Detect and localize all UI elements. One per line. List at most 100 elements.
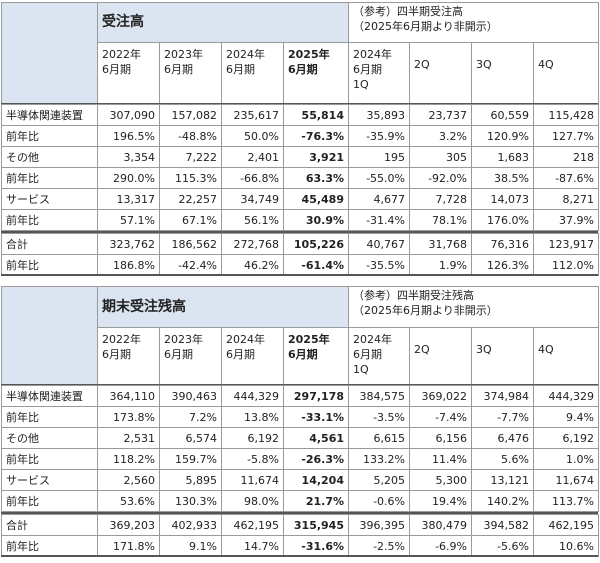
value-cell: 55,814: [283, 104, 349, 126]
text-line: 2023年: [164, 48, 203, 61]
value-cell: 380,479: [409, 514, 472, 536]
table-title: 受注高: [97, 2, 349, 43]
value-cell: 7,222: [159, 146, 222, 168]
text-line: 1Q: [353, 363, 369, 376]
text-line: 4Q: [538, 343, 554, 356]
table-title: 期末受注残高: [97, 286, 349, 328]
value-cell: -5.8%: [221, 448, 284, 470]
value-cell: 5,205: [348, 469, 410, 491]
value-cell: 315,945: [283, 514, 349, 536]
value-cell: 63.3%: [283, 167, 349, 189]
value-cell: -48.8%: [159, 125, 222, 147]
row-label: サービス: [1, 188, 98, 210]
value-cell: 3,354: [97, 146, 160, 168]
value-cell: 37.9%: [533, 209, 599, 231]
text-line: 2022年: [102, 48, 141, 61]
value-cell: 159.7%: [159, 448, 222, 470]
value-cell: 11.4%: [409, 448, 472, 470]
value-cell: -87.6%: [533, 167, 599, 189]
value-cell: 7.2%: [159, 406, 222, 428]
value-cell: 10.6%: [533, 535, 599, 557]
text-line: 2024年: [353, 48, 392, 61]
value-cell: 369,022: [409, 385, 472, 407]
value-cell: 5.6%: [471, 448, 534, 470]
value-cell: 118.2%: [97, 448, 160, 470]
value-cell: 4,561: [283, 427, 349, 449]
value-cell: -33.1%: [283, 406, 349, 428]
value-cell: 6,615: [348, 427, 410, 449]
text-line: （参考）四半期受注残高: [353, 289, 474, 302]
value-cell: 123,917: [533, 233, 599, 255]
value-cell: 105,226: [283, 233, 349, 255]
value-cell: 11,674: [533, 469, 599, 491]
value-cell: 56.1%: [221, 209, 284, 231]
value-cell: 112.0%: [533, 254, 599, 276]
value-cell: -35.5%: [348, 254, 410, 276]
value-cell: -3.5%: [348, 406, 410, 428]
text-line: 3Q: [476, 58, 492, 71]
value-cell: 113.7%: [533, 490, 599, 512]
text-line: 2024年: [226, 333, 265, 346]
row-label: 前年比: [1, 167, 98, 189]
text-line: 3Q: [476, 343, 492, 356]
value-cell: 290.0%: [97, 167, 160, 189]
value-cell: -76.3%: [283, 125, 349, 147]
separator: [1, 512, 598, 514]
value-cell: -61.4%: [283, 254, 349, 276]
value-cell: 462,195: [221, 514, 284, 536]
value-cell: 195: [348, 146, 410, 168]
value-cell: 14,204: [283, 469, 349, 491]
value-cell: -6.9%: [409, 535, 472, 557]
value-cell: 9.1%: [159, 535, 222, 557]
value-cell: 374,984: [471, 385, 534, 407]
text-line: 2023年: [164, 333, 203, 346]
note: （参考）四半期受注高 （2025年6月期より非開示）: [348, 2, 599, 43]
value-cell: 218: [533, 146, 599, 168]
row-label: 半導体関連装置: [1, 385, 98, 407]
value-cell: 173.8%: [97, 406, 160, 428]
value-cell: 444,329: [221, 385, 284, 407]
text-line: 2024年: [226, 48, 265, 61]
value-cell: 35,893: [348, 104, 410, 126]
value-cell: 126.3%: [471, 254, 534, 276]
column-header: 3Q: [471, 42, 534, 105]
column-header: 2Q: [409, 42, 472, 105]
column-header: 2Q: [409, 327, 472, 386]
text-line: 2Q: [414, 343, 430, 356]
value-cell: 13,317: [97, 188, 160, 210]
value-cell: 7,728: [409, 188, 472, 210]
text-line: 6月期: [164, 348, 193, 361]
value-cell: 78.1%: [409, 209, 472, 231]
value-cell: 130.3%: [159, 490, 222, 512]
text-line: 2022年: [102, 333, 141, 346]
value-cell: -5.6%: [471, 535, 534, 557]
column-header: 2024年 6月期 1Q: [348, 42, 410, 105]
value-cell: 8,271: [533, 188, 599, 210]
text-line: 6月期: [353, 348, 382, 361]
value-cell: 462,195: [533, 514, 599, 536]
value-cell: 11,674: [221, 469, 284, 491]
value-cell: 120.9%: [471, 125, 534, 147]
text-line: 4Q: [538, 58, 554, 71]
value-cell: 76,316: [471, 233, 534, 255]
value-cell: 6,156: [409, 427, 472, 449]
separator: [1, 274, 598, 276]
value-cell: 6,192: [221, 427, 284, 449]
value-cell: 140.2%: [471, 490, 534, 512]
value-cell: 396,395: [348, 514, 410, 536]
value-cell: 176.0%: [471, 209, 534, 231]
value-cell: 444,329: [533, 385, 599, 407]
value-cell: 2,401: [221, 146, 284, 168]
label-header: [1, 2, 98, 105]
value-cell: 23,737: [409, 104, 472, 126]
value-cell: 53.6%: [97, 490, 160, 512]
text-line: 6月期: [102, 348, 131, 361]
value-cell: 67.1%: [159, 209, 222, 231]
value-cell: 364,110: [97, 385, 160, 407]
value-cell: 171.8%: [97, 535, 160, 557]
value-cell: 13.8%: [221, 406, 284, 428]
value-cell: 390,463: [159, 385, 222, 407]
value-cell: 14.7%: [221, 535, 284, 557]
column-header: 2024年 6月期: [221, 327, 284, 386]
